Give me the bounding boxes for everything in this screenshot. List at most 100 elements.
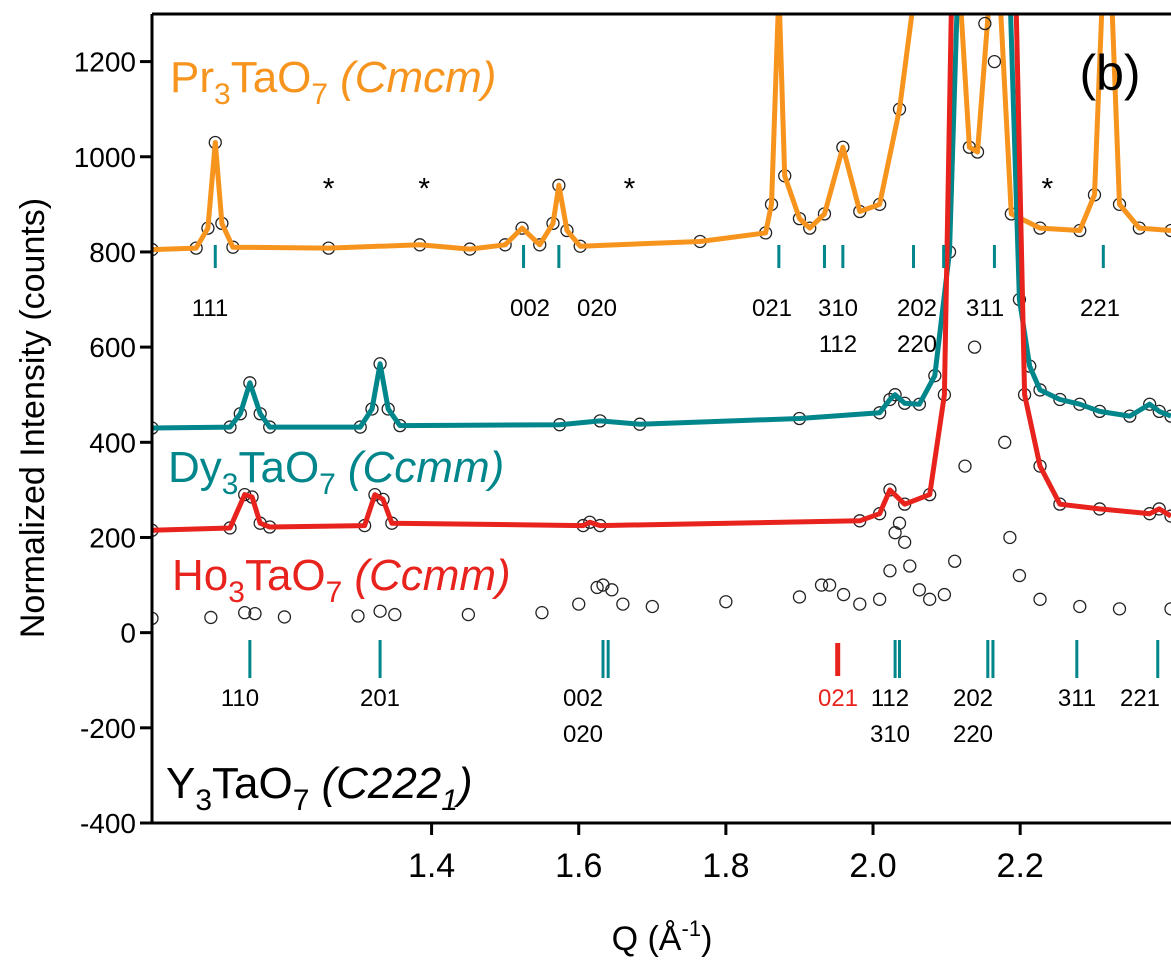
observed-point xyxy=(888,388,902,402)
observed-point xyxy=(461,607,476,622)
observed-point xyxy=(1073,599,1087,614)
formula-sub: 3 xyxy=(222,468,239,501)
frame xyxy=(150,12,1171,825)
reflection-label: 311 xyxy=(966,295,1004,322)
observed-point xyxy=(351,609,365,623)
observed-point xyxy=(987,54,1002,69)
observed-point xyxy=(616,597,630,611)
x-tick-label: 1.8 xyxy=(702,847,749,885)
reflection-label: 202 xyxy=(953,685,993,712)
observed-point xyxy=(152,611,159,626)
y-tick-label: 600 xyxy=(89,332,136,363)
x-axis-label-part: ) xyxy=(701,920,712,958)
observed-point xyxy=(892,516,907,530)
formula: TaO xyxy=(231,53,312,102)
formula-sub: 3 xyxy=(214,78,231,111)
formula-sub: 7 xyxy=(311,78,328,111)
observed-point xyxy=(836,587,851,602)
reflection-label: 112 xyxy=(819,331,857,358)
formula-sub: 7 xyxy=(326,576,343,609)
observed-point xyxy=(967,340,982,354)
x-tick-label: 1.4 xyxy=(408,847,455,885)
reflection-label: 020 xyxy=(563,721,603,748)
observed-point xyxy=(535,606,549,620)
observed-point xyxy=(978,16,992,31)
x-axis-label-sup: -1 xyxy=(682,916,702,941)
observed-point xyxy=(814,578,829,592)
fit-line xyxy=(152,14,1171,533)
reflection-label: 221 xyxy=(1080,295,1120,322)
observed-point xyxy=(605,583,619,597)
observed-point xyxy=(888,526,902,540)
panel-label: (b) xyxy=(1079,45,1140,101)
plot-area xyxy=(152,14,1171,626)
impurity-marker: * xyxy=(323,172,335,205)
observed-point xyxy=(248,606,262,621)
formula: Pr xyxy=(170,53,214,102)
observed-point xyxy=(883,392,897,407)
y-tick-label: 400 xyxy=(89,427,136,458)
space-group: (Ccmm) xyxy=(354,551,510,600)
reflection-label: 202 xyxy=(897,295,937,322)
y-tick-label: 0 xyxy=(120,618,136,649)
reflection-label: 002 xyxy=(510,295,550,322)
observed-point xyxy=(998,435,1012,449)
observed-point xyxy=(645,599,659,614)
observed-point xyxy=(1164,509,1171,523)
observed-point xyxy=(903,559,917,573)
observed-point xyxy=(590,580,604,595)
impurity-marker: * xyxy=(1042,172,1054,205)
compound-label: Dy3TaO7 (Ccmm) xyxy=(168,443,504,501)
formula: Ho xyxy=(172,551,228,600)
reflection-label: 221 xyxy=(1120,685,1160,712)
y-tick-label: -400 xyxy=(80,808,136,839)
x-tick-label: 2.2 xyxy=(997,847,1044,885)
observed-point xyxy=(238,606,252,620)
observed-point xyxy=(872,592,887,606)
x-tick-label: 1.6 xyxy=(555,847,602,885)
observed-point xyxy=(803,221,817,235)
observed-point xyxy=(533,238,547,252)
observed-point xyxy=(822,578,837,592)
impurity-marker: * xyxy=(624,172,636,205)
reflection-label: 002 xyxy=(563,685,603,712)
reflection-label: 112 xyxy=(871,685,909,712)
observed-point xyxy=(883,564,897,578)
x-axis-label: Q (Å-1) xyxy=(612,916,713,958)
reflection-label: 021 xyxy=(818,685,858,712)
observed-point xyxy=(515,221,529,235)
reflection-label: 220 xyxy=(953,721,993,748)
formula-sub: 7 xyxy=(319,468,336,501)
fit-line xyxy=(152,14,1171,253)
y-tick-label: 1200 xyxy=(74,47,136,78)
formula: Y xyxy=(166,759,195,808)
compound-label: Pr3TaO7 (Cmcm) xyxy=(170,53,496,111)
reflection-label: 021 xyxy=(752,295,792,322)
space-group: (C222 xyxy=(321,759,441,808)
formula: Dy xyxy=(168,443,222,492)
observed-point xyxy=(923,592,937,606)
reflection-label: 310 xyxy=(818,295,858,322)
observed-point xyxy=(719,595,733,609)
formula-sub: 7 xyxy=(293,784,310,817)
observed-point xyxy=(948,554,962,568)
y-tick-label: 800 xyxy=(89,237,136,268)
observed-point xyxy=(1033,592,1047,606)
fit-line xyxy=(152,14,1171,431)
y-axis-label: Normalized Intensity (counts) xyxy=(14,198,52,638)
observed-point xyxy=(373,604,387,618)
reflection-label: 220 xyxy=(897,331,937,358)
observed-point xyxy=(912,583,927,597)
observed-point xyxy=(204,610,218,625)
compound-label: Y3TaO7 (C2221) xyxy=(166,759,473,817)
x-axis-label-part: Q (Å xyxy=(612,920,682,958)
reflection-label: 020 xyxy=(577,295,617,322)
space-group: (Ccmm) xyxy=(348,443,504,492)
observed-point xyxy=(1164,602,1171,616)
y-tick-label: -200 xyxy=(80,713,136,744)
formula-sub: 3 xyxy=(195,784,212,817)
observed-point xyxy=(388,607,402,622)
observed-point xyxy=(792,590,807,604)
